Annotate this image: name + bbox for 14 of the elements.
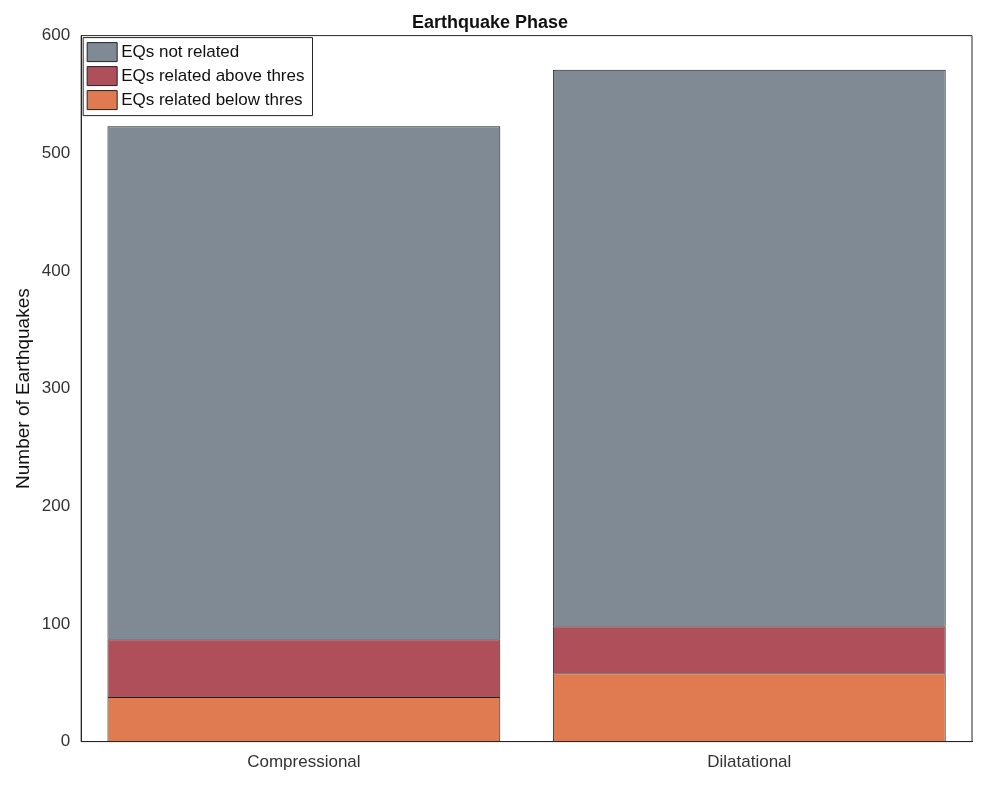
y-tick-label: 600 (41, 25, 71, 45)
y-tick-label: 100 (41, 613, 71, 633)
y-tick-label: 500 (41, 142, 71, 162)
y-axis-title: Number of Earthquakes (11, 288, 33, 489)
y-tick-label: 0 (60, 731, 71, 751)
y-tick-label: 400 (41, 260, 71, 280)
x-tick-label: Dilatational (707, 752, 792, 772)
x-tick-label: Compressional (247, 752, 361, 772)
legend-label: EQs related below thres (121, 90, 303, 110)
y-tick-label: 200 (41, 495, 71, 515)
chart-title: Earthquake Phase (411, 11, 569, 32)
legend-label: EQs not related (121, 42, 240, 62)
y-tick-label: 300 (41, 378, 71, 398)
legend-label: EQs related above thres (121, 66, 305, 86)
